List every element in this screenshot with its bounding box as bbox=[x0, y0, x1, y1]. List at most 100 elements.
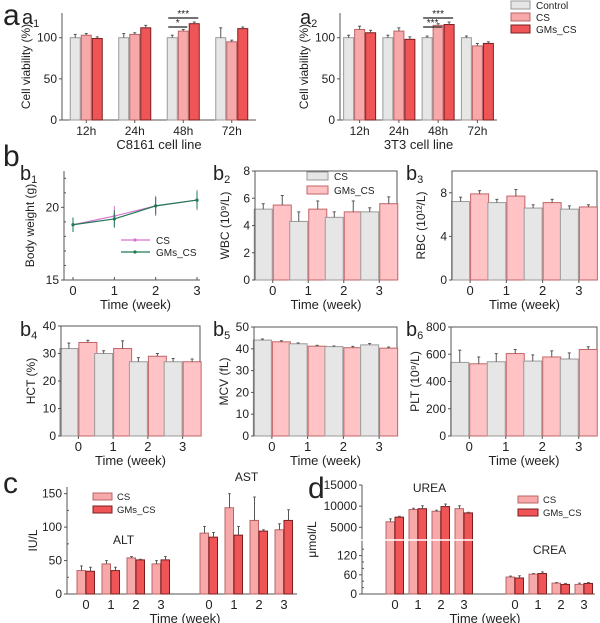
b4-y-tick-label: 40 bbox=[43, 319, 57, 333]
c-bar-alt-cs bbox=[126, 557, 136, 595]
b1-line-gms-cs bbox=[72, 199, 198, 226]
a1-panel-sub: 1 bbox=[33, 18, 39, 30]
d-chart: 5000 10000 15000 0 60 120 0 1 2 3 UREA 0 1 2 3 CREA Time… bbox=[324, 478, 595, 623]
panel-c-label: c bbox=[3, 467, 18, 500]
b2-x-tick-label: 2 bbox=[340, 283, 347, 298]
c-y-tick-label: 50 bbox=[49, 554, 63, 568]
a2-chart: 12h 24h 48h 72h 3T3 cell line ****** bbox=[340, 9, 497, 152]
b6-chart: 0 1 2 3 Time (week) bbox=[450, 326, 598, 468]
d-bar-crea-cs bbox=[551, 582, 561, 595]
b6-x-tick-label: 2 bbox=[539, 439, 546, 454]
b6-bar-gms-cs bbox=[469, 363, 489, 437]
b6-x-axis-title: Time (week) bbox=[488, 453, 559, 468]
c-bar-alt-gms-cs bbox=[85, 570, 95, 595]
b6-bar-cs bbox=[523, 360, 543, 437]
b5-y-tick-label: 30 bbox=[236, 364, 250, 378]
legend-a-swatch-control bbox=[510, 0, 531, 10]
c-x-tick-label: 1 bbox=[230, 597, 237, 612]
b2-bar-gms-cs bbox=[379, 203, 399, 281]
b2-y-axis: 0 2 4 6 8 bbox=[243, 164, 256, 287]
a2-bar-cs bbox=[432, 24, 444, 121]
a1-bar-gms-cs bbox=[237, 28, 249, 121]
d-y-tick-label: 60 bbox=[344, 568, 358, 582]
d-x-tick-label: 3 bbox=[580, 597, 587, 612]
b5-x-tick-label: 0 bbox=[268, 439, 275, 454]
d-group-title-crea: CREA bbox=[533, 543, 566, 557]
c-bar-alt-cs bbox=[151, 563, 161, 595]
c-legend-swatch bbox=[92, 492, 113, 501]
c-legend-label: CS bbox=[117, 492, 130, 503]
b5-x-tick-label: 2 bbox=[340, 439, 347, 454]
c-bar-alt-cs bbox=[101, 563, 111, 595]
b6-y-axis-title: PLT (10⁹/L) bbox=[408, 351, 422, 412]
a2-bar-control bbox=[382, 37, 394, 121]
d-bar-urea-cs bbox=[454, 508, 464, 595]
d-bar-crea-gms-cs bbox=[537, 573, 547, 595]
b4-x-tick-label: 3 bbox=[179, 439, 186, 454]
b3-y-axis-title: RBC (10¹²/L) bbox=[414, 191, 428, 259]
d-bar-urea-gms-cs bbox=[440, 506, 450, 595]
b3-y-axis: 0 4 8 bbox=[440, 171, 453, 287]
b1-x-tick-label: 1 bbox=[111, 283, 118, 298]
b2-bar-cs bbox=[289, 220, 309, 281]
d-bar-crea-cs bbox=[505, 576, 515, 595]
a1-bar-gms-cs bbox=[188, 23, 200, 121]
b5-bar-gms-cs bbox=[379, 347, 399, 437]
a2-y-tick-label: 0 bbox=[328, 113, 335, 127]
a1-bar-control bbox=[166, 37, 178, 121]
d-y-axis-title: μmol/L bbox=[305, 521, 319, 558]
b1-legend-label: CS bbox=[156, 236, 170, 247]
a1-y-tick-label: 100 bbox=[37, 31, 57, 45]
a2-y-tick-label: 50 bbox=[322, 72, 336, 86]
b2-legend-swatch bbox=[306, 171, 329, 181]
b4-bar-gms-cs bbox=[182, 361, 202, 437]
b2-x-tick-label: 0 bbox=[269, 283, 276, 298]
a1-y-axis: 0 50 100 bbox=[37, 13, 63, 127]
b6-y-tick-label: 400 bbox=[426, 375, 446, 389]
d-x-tick-label: 3 bbox=[460, 597, 467, 612]
b2-x-axis-title: Time (week) bbox=[290, 297, 361, 312]
a2-bar-gms-cs bbox=[443, 24, 455, 121]
b2-chart: 0 1 2 3 Time (week) bbox=[253, 170, 399, 312]
d-x-tick-label: 1 bbox=[414, 597, 421, 612]
d-x-tick-label: 0 bbox=[391, 597, 398, 612]
c-x-tick-label: 3 bbox=[280, 597, 287, 612]
b2-bar-gms-cs bbox=[308, 208, 328, 281]
c-bar-ast-cs bbox=[199, 532, 209, 595]
a1-panel-label: a1 bbox=[22, 7, 39, 30]
a2-x-tick-label: 72h bbox=[467, 124, 487, 138]
a2-x-axis-title: 3T3 cell line bbox=[384, 137, 453, 152]
legend-a-label: GMs_CS bbox=[536, 25, 577, 36]
d-bar-urea-gms-cs bbox=[417, 508, 427, 595]
a1-panel-letter: a bbox=[22, 7, 34, 29]
c-bar-ast-cs bbox=[249, 519, 259, 595]
b3-bar-cs bbox=[523, 207, 543, 281]
b4-y-tick-label: 20 bbox=[43, 374, 57, 388]
b4-bar-cs bbox=[163, 361, 183, 437]
a1-x-tick-label: 12h bbox=[76, 124, 96, 138]
a2-y-axis-title: Cell viability (%) bbox=[297, 24, 311, 109]
a1-bar-control bbox=[215, 37, 227, 121]
d-bar-crea-gms-cs bbox=[583, 582, 593, 595]
b4-bar-cs bbox=[59, 348, 79, 437]
b6-bar-cs bbox=[450, 361, 470, 437]
b4-panel-sub: 4 bbox=[31, 330, 37, 342]
b5-bar-gms-cs bbox=[271, 341, 291, 437]
a1-bar-gms-cs bbox=[140, 27, 152, 121]
a2-bar-cs bbox=[393, 30, 405, 121]
b1-y-tick-label: 20 bbox=[46, 200, 60, 214]
c-legend-swatch bbox=[92, 505, 113, 514]
b1-point bbox=[195, 198, 199, 202]
b5-y-tick-label: 50 bbox=[236, 320, 250, 334]
b2-bar-cs bbox=[324, 216, 344, 281]
a1-bar-cs bbox=[80, 34, 92, 121]
c-y-tick-label: 0 bbox=[55, 587, 62, 601]
b6-x-tick-label: 0 bbox=[466, 439, 473, 454]
b4-y-tick-label: 0 bbox=[49, 429, 56, 443]
b6-y-tick-label: 0 bbox=[439, 429, 446, 443]
legend-a-label: Control bbox=[536, 1, 568, 12]
a1-y-tick-label: 0 bbox=[50, 113, 57, 127]
b1-panel-sub: 1 bbox=[31, 174, 37, 186]
b3-bar-gms-cs bbox=[578, 206, 598, 281]
